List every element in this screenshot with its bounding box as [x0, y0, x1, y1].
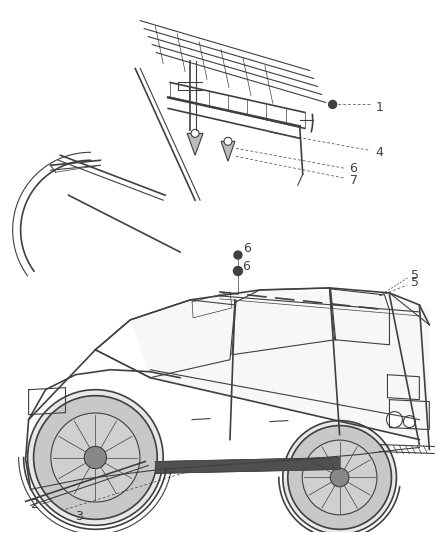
Text: 7: 7	[350, 174, 357, 187]
Polygon shape	[187, 133, 203, 155]
Polygon shape	[221, 141, 235, 161]
Circle shape	[233, 266, 242, 276]
Text: 6: 6	[242, 261, 250, 273]
Text: 5: 5	[411, 270, 420, 282]
Text: 4: 4	[375, 146, 383, 159]
Circle shape	[28, 390, 163, 526]
Text: 5: 5	[411, 277, 420, 289]
Circle shape	[328, 100, 337, 108]
Text: 6: 6	[243, 241, 251, 255]
Circle shape	[302, 440, 377, 515]
Circle shape	[84, 446, 106, 469]
Circle shape	[386, 411, 403, 427]
Polygon shape	[130, 290, 429, 449]
Text: 3: 3	[75, 510, 83, 523]
Text: 6: 6	[350, 161, 357, 175]
Text: 1: 1	[375, 101, 383, 114]
Circle shape	[34, 395, 157, 519]
Circle shape	[234, 251, 242, 259]
Circle shape	[288, 425, 392, 529]
Circle shape	[224, 138, 232, 146]
Text: 2: 2	[31, 498, 39, 511]
Circle shape	[330, 468, 349, 487]
Circle shape	[283, 421, 396, 533]
Polygon shape	[155, 457, 339, 473]
Circle shape	[191, 130, 199, 138]
Circle shape	[51, 413, 140, 502]
Circle shape	[403, 416, 415, 427]
